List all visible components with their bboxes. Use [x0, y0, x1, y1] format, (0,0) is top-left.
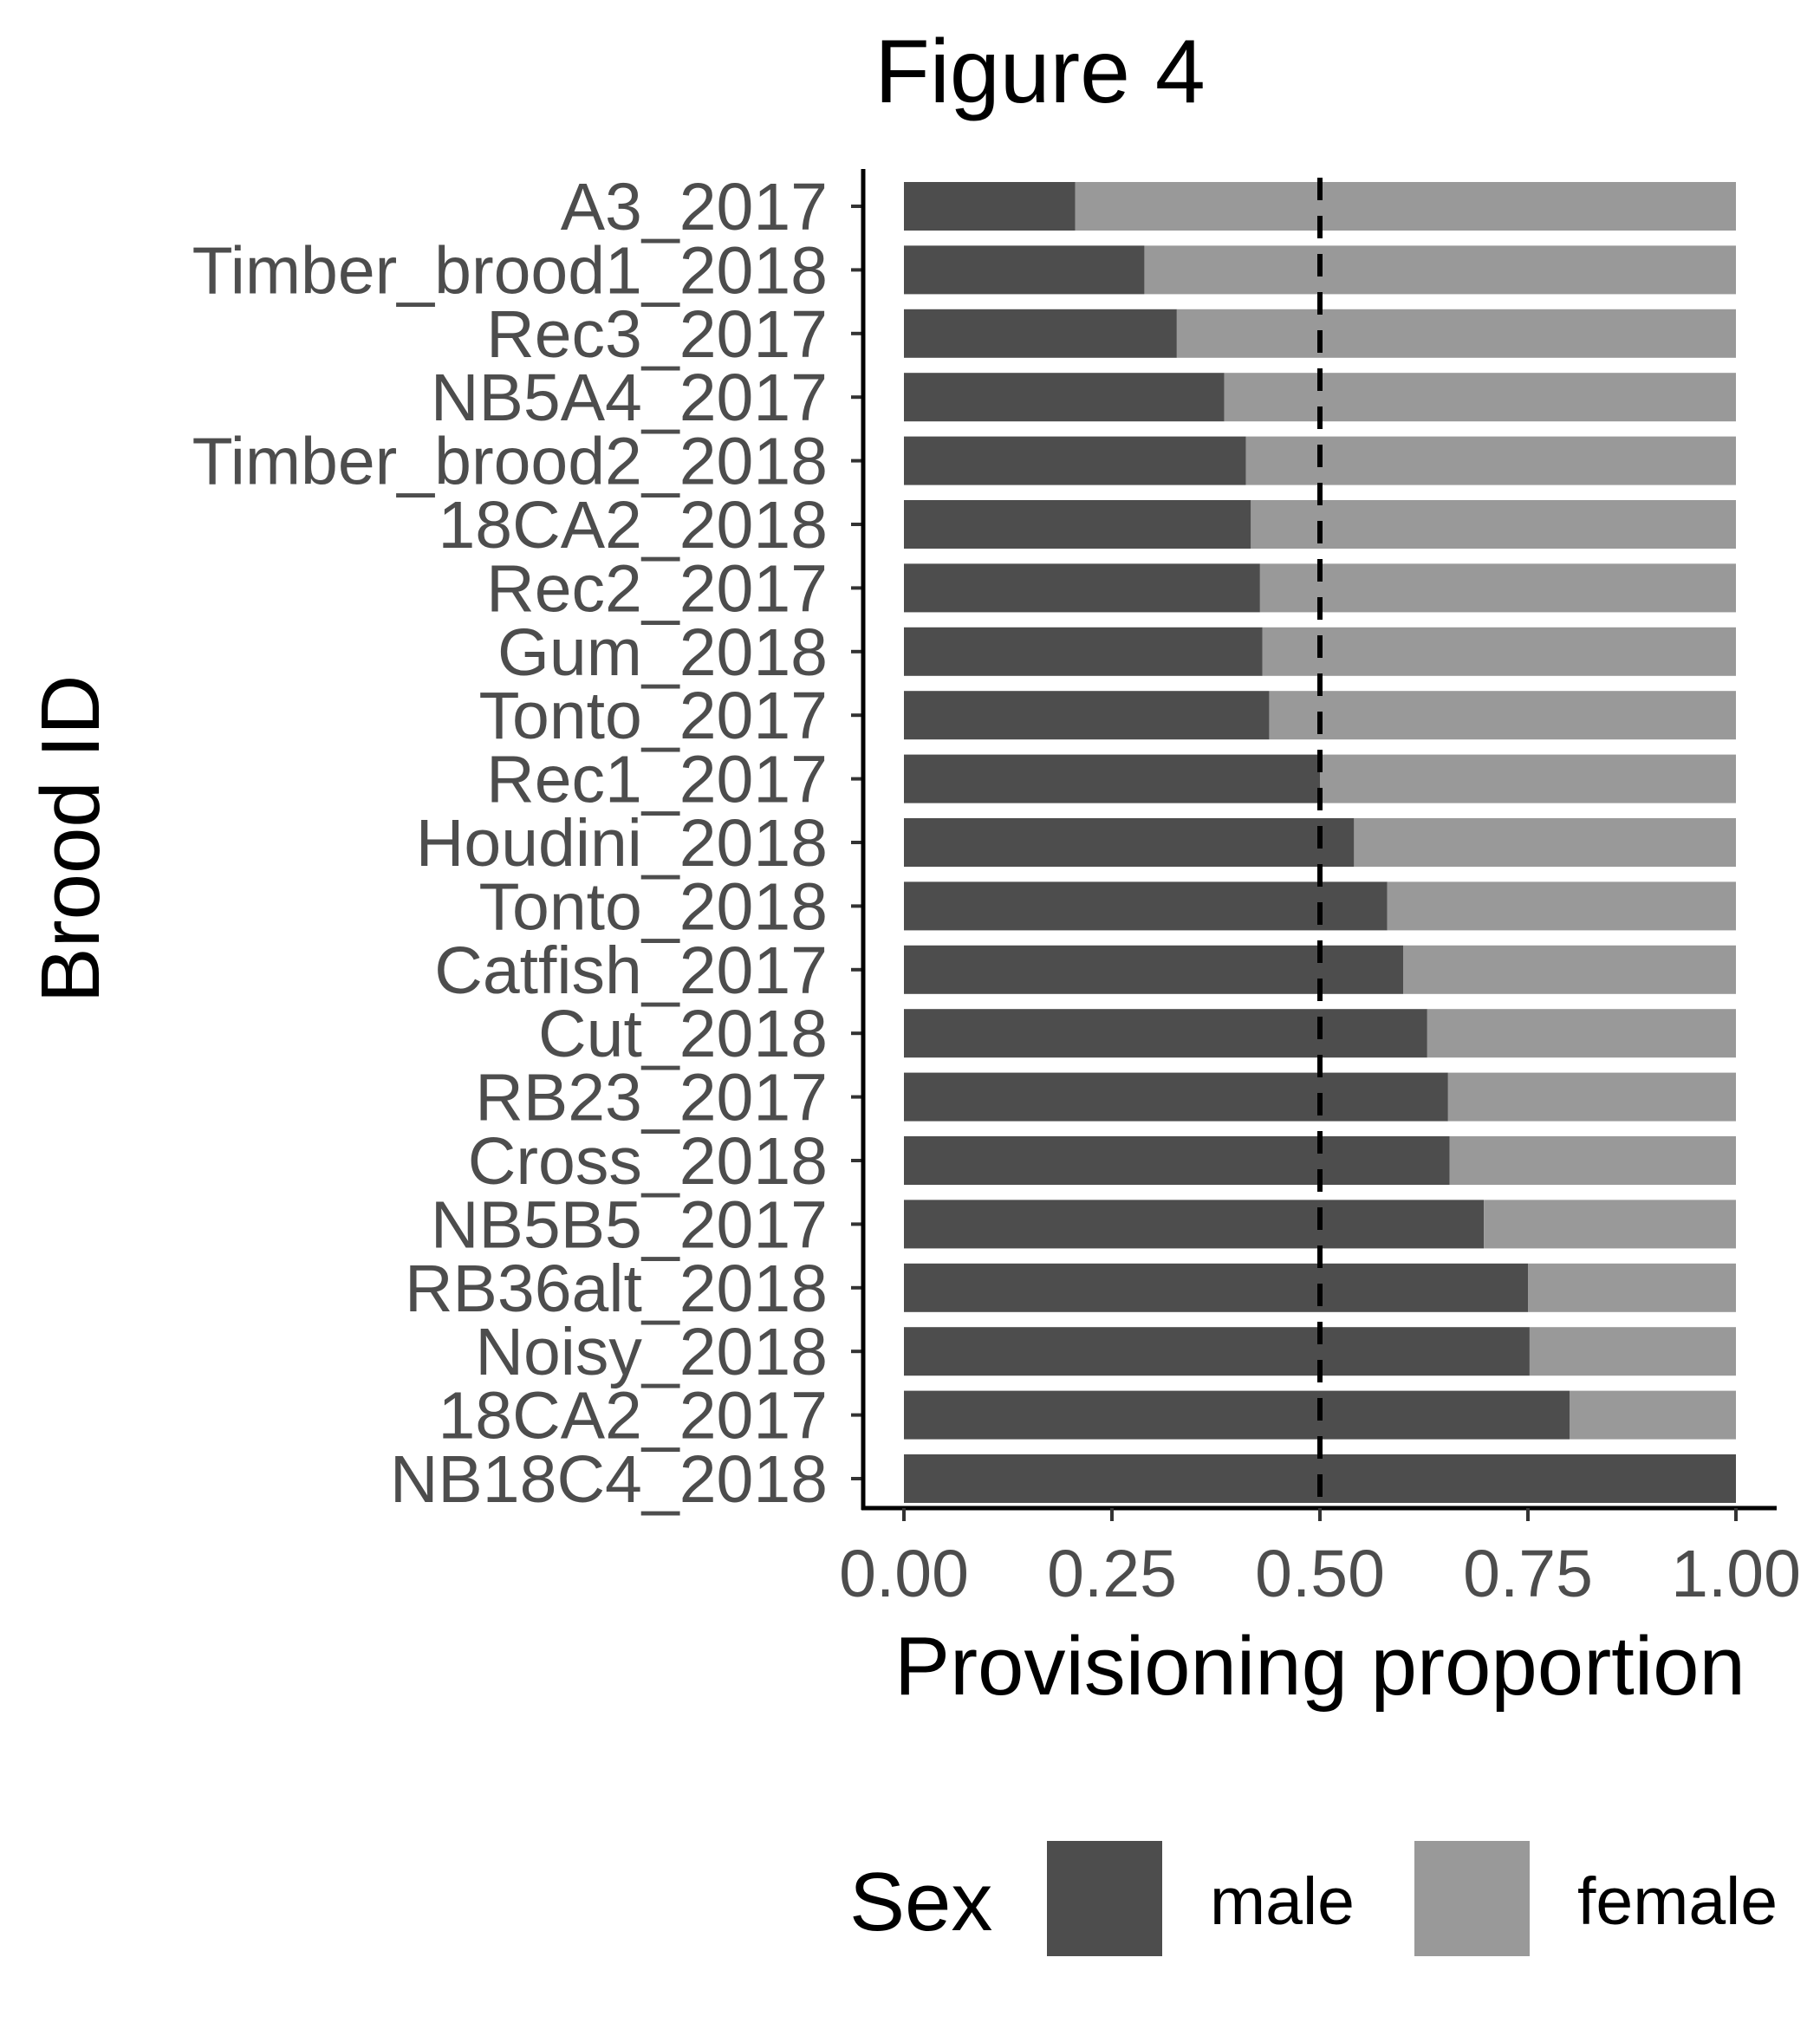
bar-male: [904, 1136, 1450, 1185]
y-tick-label: Rec3_2017: [486, 297, 828, 372]
y-tick-label: Timber_brood2_2018: [192, 425, 828, 499]
bar-male: [904, 1263, 1528, 1312]
bar-male: [904, 818, 1355, 867]
bar-female: [1259, 563, 1736, 613]
y-tick-label: Timber_brood1_2018: [192, 233, 828, 308]
bar-male: [904, 373, 1225, 422]
bar-male: [904, 182, 1076, 231]
bar-female: [1403, 945, 1736, 994]
bar-female: [1269, 691, 1736, 740]
bar-female: [1262, 627, 1736, 676]
y-tick-label: Tonto_2018: [479, 869, 828, 944]
legend-label-male: male: [1210, 1864, 1355, 1939]
bar-male: [904, 945, 1403, 994]
y-tick-label: 18CA2_2018: [438, 488, 828, 563]
bar-female: [1075, 182, 1736, 231]
legend-label-female: female: [1577, 1864, 1778, 1939]
bar-female: [1320, 754, 1736, 803]
y-tick-label: NB18C4_2018: [390, 1442, 828, 1517]
bar-male: [904, 1200, 1485, 1249]
bar-female: [1529, 1327, 1736, 1376]
y-tick-label: Catfish_2017: [434, 933, 828, 1008]
bar-female: [1176, 309, 1736, 358]
y-tick-label: Tonto_2017: [479, 679, 828, 753]
bar-male: [904, 500, 1251, 549]
x-tick-label: 0.25: [1047, 1537, 1177, 1611]
bars-layer: [904, 182, 1736, 1503]
bar-female: [1354, 818, 1736, 867]
x-tick-label: 1.00: [1671, 1537, 1801, 1611]
x-tick-label: 0.75: [1463, 1537, 1593, 1611]
bar-female: [1447, 1072, 1736, 1122]
y-tick-label: NB5A4_2017: [431, 361, 828, 435]
y-tick-labels: A3_2017Timber_brood1_2018Rec3_2017NB5A4_…: [192, 170, 828, 1517]
y-axis-title: Brood ID: [24, 675, 117, 1004]
y-tick-label: Rec2_2017: [486, 551, 828, 626]
bar-male: [904, 563, 1260, 613]
bar-male: [904, 754, 1320, 803]
legend-key-female: [1414, 1841, 1530, 1956]
bar-female: [1449, 1136, 1736, 1185]
bar-male: [904, 436, 1246, 485]
x-tick-labels: 0.00 0.25 0.50 0.75 1.00: [839, 1537, 1801, 1611]
y-tick-label: Cross_2018: [468, 1124, 828, 1199]
y-tick-label: RB36alt_2018: [405, 1252, 828, 1326]
bar-male: [904, 1072, 1448, 1122]
bar-male: [904, 691, 1270, 740]
y-tick-label: A3_2017: [561, 170, 828, 244]
bar-male: [904, 881, 1388, 931]
y-tick-label: RB23_2017: [475, 1061, 828, 1135]
legend: Sex male female: [849, 1841, 1778, 1956]
bar-male: [904, 245, 1145, 295]
bar-female: [1484, 1200, 1736, 1249]
y-tick-label: Cut_2018: [538, 997, 828, 1071]
bar-male: [904, 627, 1263, 676]
bar-female: [1245, 436, 1736, 485]
legend-key-male: [1047, 1841, 1162, 1956]
bar-female: [1427, 1009, 1736, 1058]
chart-title: Figure 4: [874, 22, 1206, 122]
bar-female: [1570, 1390, 1736, 1440]
y-tick-label: NB5B5_2017: [431, 1187, 828, 1262]
y-tick-label: Gum_2018: [497, 615, 828, 690]
bar-male: [904, 309, 1177, 358]
bar-male: [904, 1327, 1530, 1376]
bar-female: [1224, 373, 1736, 422]
bar-male: [904, 1009, 1427, 1058]
y-tick-label: Noisy_2018: [475, 1315, 828, 1389]
bar-female: [1387, 881, 1736, 931]
x-tick-label: 0.00: [839, 1537, 969, 1611]
bar-female: [1528, 1263, 1736, 1312]
x-tick-label: 0.50: [1255, 1537, 1385, 1611]
bar-male: [904, 1390, 1570, 1440]
y-tick-label: Rec1_2017: [486, 743, 828, 817]
bar-female: [1144, 245, 1736, 295]
y-tick-label: 18CA2_2017: [438, 1379, 828, 1453]
legend-title: Sex: [849, 1856, 992, 1948]
x-axis-title: Provisioning proportion: [894, 1620, 1745, 1713]
bar-female: [1251, 500, 1736, 549]
axes-layer: [851, 169, 1777, 1521]
y-tick-label: Houdini_2018: [416, 806, 828, 881]
